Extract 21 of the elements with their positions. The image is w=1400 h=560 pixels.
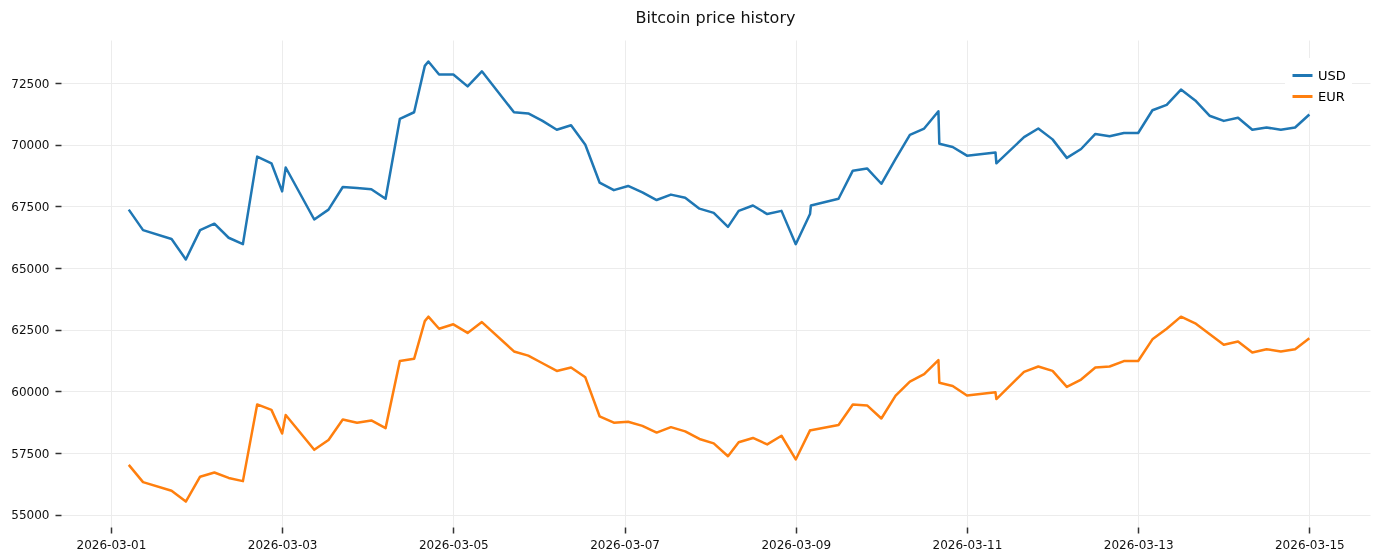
- x-tick-label: 2026-03-05: [418, 537, 489, 552]
- y-tick-label: 62500: [11, 323, 50, 338]
- y-tick-label: 57500: [11, 446, 50, 461]
- x-tick-label: 2026-03-15: [1274, 537, 1345, 552]
- chart-title: Bitcoin price history: [635, 8, 796, 27]
- y-tick-label: 72500: [11, 76, 50, 91]
- y-tick-label: 60000: [11, 384, 50, 399]
- x-tick-label: 2026-03-03: [247, 537, 318, 552]
- y-tick-label: 55000: [11, 508, 50, 523]
- line-series: [127, 315, 1311, 503]
- x-tick-label: 2026-03-11: [932, 537, 1003, 552]
- y-tick-label: 70000: [11, 138, 50, 153]
- x-tick-label: 2026-03-09: [761, 537, 832, 552]
- x-tick-label: 2026-03-07: [590, 537, 660, 552]
- legend-label: USD: [1318, 67, 1346, 83]
- x-tick-label: 2026-03-01: [76, 537, 147, 552]
- legend-label: EUR: [1318, 88, 1345, 104]
- y-tick-label: 67500: [11, 199, 50, 214]
- line-series: [127, 60, 1311, 261]
- x-tick-label: 2026-03-13: [1103, 537, 1174, 552]
- y-tick-label: 65000: [11, 261, 50, 276]
